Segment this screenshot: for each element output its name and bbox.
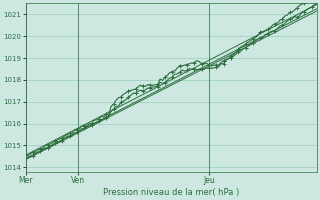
X-axis label: Pression niveau de la mer( hPa ): Pression niveau de la mer( hPa ) — [103, 188, 239, 197]
